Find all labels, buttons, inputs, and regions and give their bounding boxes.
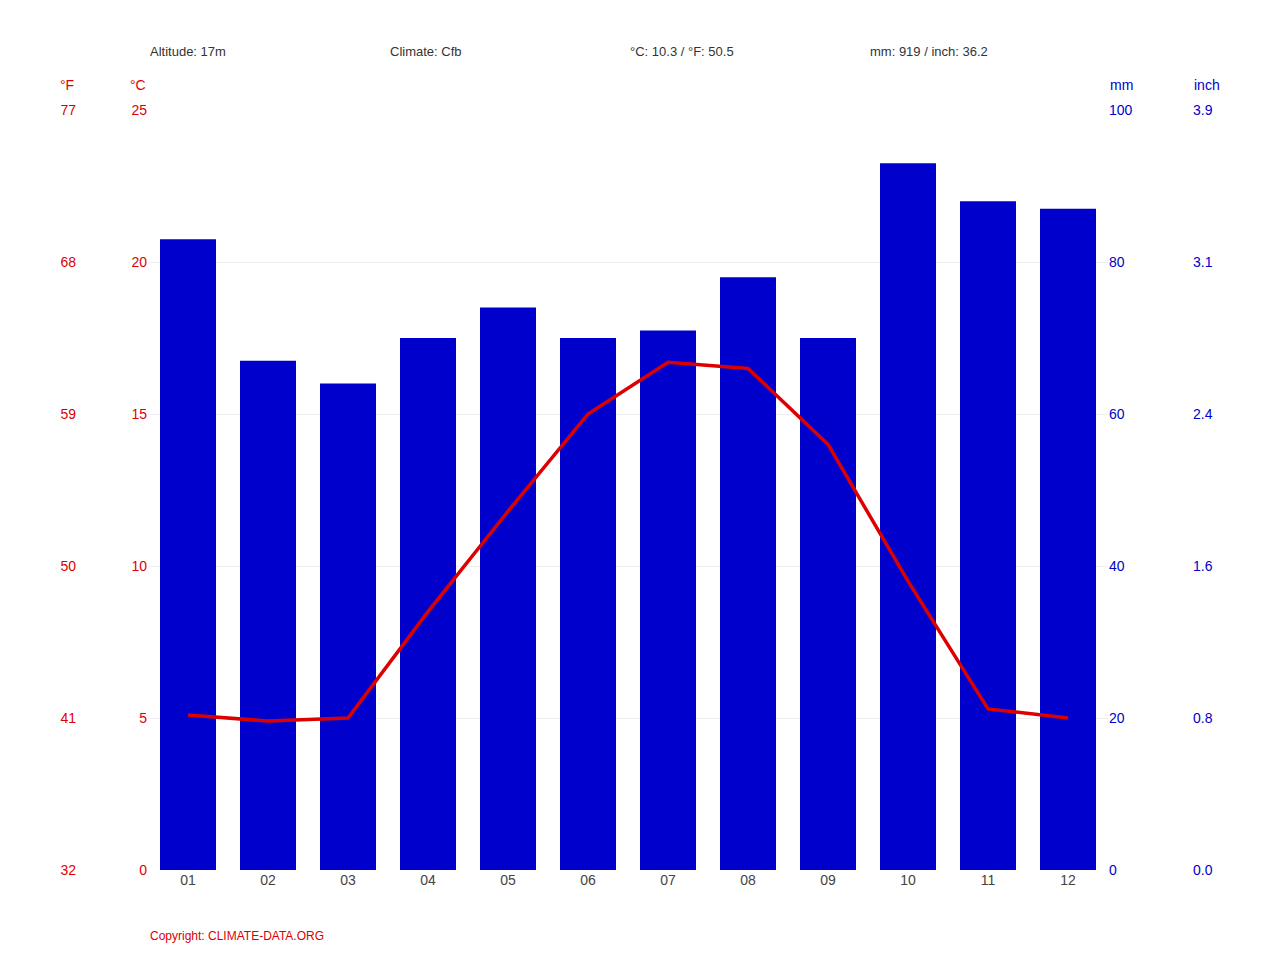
- svg-text:1.6: 1.6: [1193, 558, 1213, 574]
- svg-text:11: 11: [981, 872, 996, 888]
- svg-text:20: 20: [131, 254, 147, 270]
- svg-text:mm: 919 / inch: 36.2: mm: 919 / inch: 36.2: [870, 44, 988, 59]
- svg-text:mm: mm: [1110, 77, 1133, 93]
- svg-text:32: 32: [60, 862, 76, 878]
- svg-text:10: 10: [131, 558, 147, 574]
- svg-text:inch: inch: [1194, 77, 1220, 93]
- svg-text:05: 05: [500, 872, 516, 888]
- svg-text:100: 100: [1109, 102, 1133, 118]
- svg-text:60: 60: [1109, 406, 1125, 422]
- svg-text:09: 09: [820, 872, 836, 888]
- svg-text:3.9: 3.9: [1193, 102, 1213, 118]
- svg-text:80: 80: [1109, 254, 1125, 270]
- svg-text:0.8: 0.8: [1193, 710, 1213, 726]
- svg-text:25: 25: [131, 102, 147, 118]
- svg-text:06: 06: [580, 872, 596, 888]
- svg-text:50: 50: [60, 558, 76, 574]
- svg-text:5: 5: [139, 710, 147, 726]
- svg-text:41: 41: [60, 710, 76, 726]
- svg-text:Climate: Cfb: Climate: Cfb: [390, 44, 462, 59]
- svg-text:07: 07: [660, 872, 676, 888]
- svg-text:68: 68: [60, 254, 76, 270]
- svg-text:0.0: 0.0: [1193, 862, 1213, 878]
- svg-text:08: 08: [740, 872, 756, 888]
- svg-text:12: 12: [1060, 872, 1076, 888]
- svg-text:2.4: 2.4: [1193, 406, 1213, 422]
- svg-text:°C: 10.3 / °F: 50.5: °C: 10.3 / °F: 50.5: [630, 44, 734, 59]
- svg-text:77: 77: [60, 102, 76, 118]
- svg-text:°C: °C: [130, 77, 146, 93]
- svg-text:0: 0: [139, 862, 147, 878]
- svg-text:02: 02: [260, 872, 276, 888]
- svg-text:Copyright: CLIMATE-DATA.ORG: Copyright: CLIMATE-DATA.ORG: [150, 929, 324, 943]
- svg-text:Altitude: 17m: Altitude: 17m: [150, 44, 226, 59]
- svg-text:15: 15: [131, 406, 147, 422]
- svg-text:01: 01: [180, 872, 196, 888]
- svg-text:40: 40: [1109, 558, 1125, 574]
- svg-text:04: 04: [420, 872, 436, 888]
- svg-text:20: 20: [1109, 710, 1125, 726]
- svg-text:0: 0: [1109, 862, 1117, 878]
- svg-text:3.1: 3.1: [1193, 254, 1213, 270]
- svg-text:59: 59: [60, 406, 76, 422]
- svg-text:03: 03: [340, 872, 356, 888]
- svg-text:°F: °F: [60, 77, 74, 93]
- svg-text:10: 10: [900, 872, 916, 888]
